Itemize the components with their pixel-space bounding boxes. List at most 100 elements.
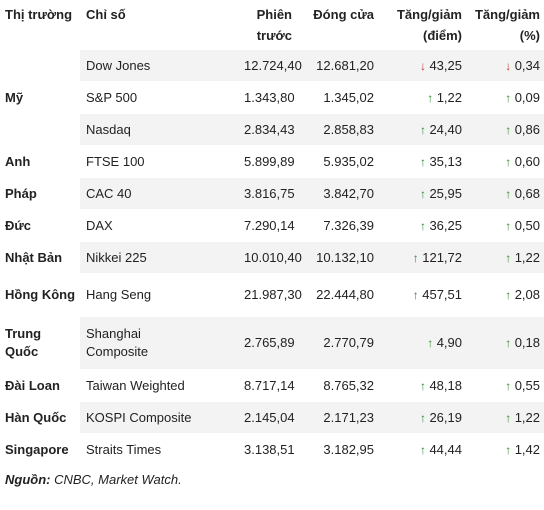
arrow-up-icon: ↑ [505, 122, 512, 137]
prev-value: 3.816,75 [240, 177, 296, 210]
market-cell: Mỹ [0, 50, 80, 146]
change-points-text: 25,95 [429, 185, 462, 201]
table-row: Trung Quốc Shanghai Composite 2.765,89 2.77… [0, 316, 544, 370]
change-percent: ↑ 0,86 [466, 113, 544, 146]
table-row: Hàn Quốc KOSPI Composite 2.145,04 2.171,23 ↑… [0, 401, 544, 434]
arrow-up-icon: ↑ [505, 90, 512, 105]
change-points: ↑ 4,90 [378, 316, 466, 370]
change-percent: ↑ 0,60 [466, 145, 544, 178]
arrow-down-icon: ↓ [419, 58, 426, 73]
change-points-text: 4,90 [436, 335, 462, 350]
prev-value: 21.987,30 [240, 273, 302, 317]
change-percent: ↑ 1,22 [466, 241, 544, 274]
close-value: 7.326,39 [296, 209, 378, 242]
table-row: Nasdaq 2.834,43 2.858,83 ↑ 24,40 ↑ 0,86 [0, 113, 544, 146]
close-value: 2.858,83 [296, 113, 378, 146]
arrow-up-icon: ↑ [419, 410, 426, 425]
change-points-text: 44,44 [429, 441, 462, 457]
header-change-pct: Tăng/giảm (%) [474, 7, 540, 43]
change-percent-text: 0,68 [514, 185, 540, 201]
index-name: Dow Jones [80, 50, 240, 82]
close-value: 22.444,80 [296, 273, 378, 317]
change-percent: ↑ 1,42 [466, 433, 544, 466]
change-percent: ↑ 0,55 [466, 369, 544, 402]
change-points-text: 457,51 [422, 287, 462, 302]
table-row: Nhật Bản Nikkei 225 10.010,40 10.132,10 ↑ 121… [0, 241, 544, 274]
change-points: ↑ 121,72 [378, 241, 466, 274]
close-value: 8.765,32 [296, 369, 378, 402]
change-percent: ↑ 0,18 [466, 316, 544, 370]
change-percent-text: 1,42 [514, 441, 540, 457]
change-points: ↑ 24,40 [378, 113, 466, 146]
change-points: ↑ 36,25 [378, 209, 466, 242]
close-value: 3.842,70 [296, 177, 378, 210]
index-name: Straits Times [80, 433, 240, 466]
prev-value: 2.834,43 [240, 113, 296, 146]
prev-value: 2.145,04 [240, 401, 296, 434]
prev-value: 7.290,14 [240, 209, 296, 242]
change-points-text: 121,72 [422, 249, 462, 265]
change-points-text: 48,18 [429, 377, 462, 393]
change-points-text: 1,22 [436, 89, 462, 105]
close-value: 5.935,02 [296, 145, 378, 178]
change-percent-text: 0,60 [514, 153, 540, 169]
index-name: Shanghai Composite [80, 316, 240, 370]
change-percent: ↑ 0,50 [466, 209, 544, 242]
table-body: Mỹ Dow Jones 12.724,40 12.681,20 ↓ 43,25 ↓ 0,34… [0, 50, 544, 466]
close-value: 3.182,95 [296, 433, 378, 466]
table-row: S&P 500 1.343,80 1.345,02 ↑ 1,22 ↑ 0,09 [0, 81, 544, 114]
change-percent: ↑ 0,09 [466, 81, 544, 114]
arrow-up-icon: ↑ [505, 288, 512, 302]
prev-value: 2.765,89 [240, 316, 296, 370]
market-cell: Đức [0, 209, 80, 242]
header-close: Đóng cửa [313, 7, 374, 22]
change-points: ↑ 26,19 [378, 401, 466, 434]
prev-value: 12.724,40 [240, 50, 302, 82]
prev-value: 10.010,40 [240, 241, 302, 274]
change-points: ↑ 35,13 [378, 145, 466, 178]
table-row: Singapore Straits Times 3.138,51 3.182,95 ↑ 4… [0, 433, 544, 466]
change-points: ↑ 25,95 [378, 177, 466, 210]
arrow-up-icon: ↑ [412, 288, 419, 302]
arrow-down-icon: ↓ [505, 58, 512, 73]
arrow-up-icon: ↑ [505, 250, 512, 265]
market-cell: Anh [0, 145, 80, 178]
change-points: ↓ 43,25 [378, 50, 466, 82]
arrow-up-icon: ↑ [505, 378, 512, 393]
change-percent-text: 0,18 [514, 335, 540, 350]
change-percent: ↑ 0,68 [466, 177, 544, 210]
arrow-up-icon: ↑ [419, 442, 426, 457]
arrow-up-icon: ↑ [505, 442, 512, 457]
arrow-up-icon: ↑ [505, 186, 512, 201]
source-label: Nguồn: [5, 472, 51, 487]
market-cell: Singapore [0, 433, 80, 466]
arrow-up-icon: ↑ [419, 186, 426, 201]
change-percent-text: 0,34 [514, 57, 540, 73]
source-note: Nguồn: CNBC, Market Watch. [0, 466, 544, 493]
arrow-up-icon: ↑ [419, 378, 426, 393]
source-text: CNBC, Market Watch. [50, 472, 182, 487]
header-change-pts: Tăng/giảm (điểm) [396, 7, 462, 43]
change-percent: ↓ 0,34 [466, 50, 544, 82]
market-index-table: Thị trường Chỉ số Phiên trước Đóng cửa T… [0, 7, 544, 466]
table-row: Đài Loan Taiwan Weighted 8.717,14 8.765,32 ↑… [0, 369, 544, 402]
arrow-up-icon: ↑ [412, 250, 419, 265]
table-row: Hồng Kông Hang Seng 21.987,30 22.444,80 ↑ 457… [0, 273, 544, 317]
index-name: FTSE 100 [80, 145, 240, 178]
market-cell: Nhật Bản [0, 241, 80, 274]
header-index: Chỉ số [86, 7, 126, 22]
arrow-up-icon: ↑ [427, 336, 434, 350]
prev-value: 1.343,80 [240, 81, 296, 114]
index-name: Nikkei 225 [80, 241, 240, 274]
change-points: ↑ 48,18 [378, 369, 466, 402]
change-points: ↑ 457,51 [378, 273, 466, 317]
change-percent-text: 0,55 [514, 377, 540, 393]
change-percent-text: 2,08 [514, 287, 540, 302]
prev-value: 3.138,51 [240, 433, 296, 466]
header-prev: Phiên trước [256, 7, 292, 43]
close-value: 2.770,79 [296, 316, 378, 370]
change-points-text: 35,13 [429, 153, 462, 169]
change-percent-text: 1,22 [514, 249, 540, 265]
table-row: Pháp CAC 40 3.816,75 3.842,70 ↑ 25,95 ↑ 0,68 [0, 177, 544, 210]
market-cell: Đài Loan [0, 369, 80, 402]
